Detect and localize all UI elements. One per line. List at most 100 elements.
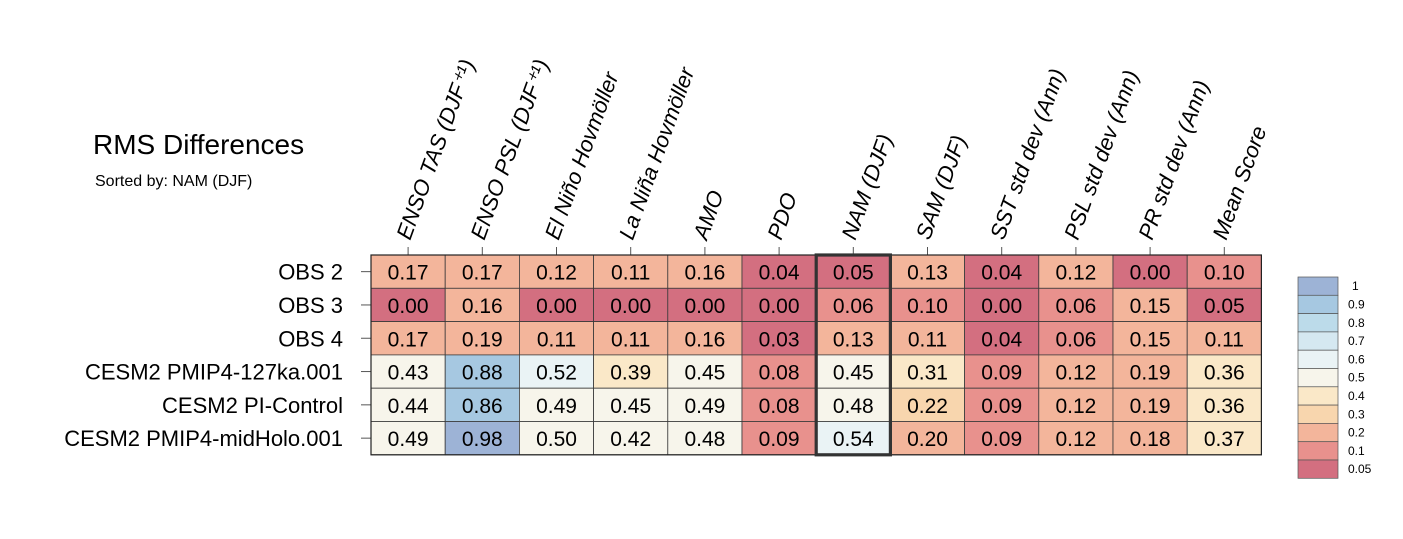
heatmap-cell [370, 387, 446, 422]
cell-value: 0.54 [833, 428, 874, 451]
legend-swatch [1297, 404, 1339, 424]
heatmap-cell [741, 387, 817, 422]
heatmap-cell [667, 354, 743, 389]
cell-value: 0.42 [610, 428, 651, 451]
heatmap-cell [1038, 287, 1114, 322]
cell-value: 0.11 [611, 262, 650, 285]
cell-value: 0.12 [536, 262, 577, 285]
color-legend: 1 0.9 0.8 0.7 0.6 0.5 0.4 0.3 0.2 0.1 0.05 [1297, 276, 1372, 479]
cell-value: 0.11 [1205, 328, 1244, 351]
cell-value: 0.09 [981, 362, 1022, 385]
heatmap-cell [890, 354, 966, 389]
heatmap-cell [815, 387, 891, 422]
heatmap-cell [1186, 387, 1262, 422]
column-label: La Niña Hovmöller [614, 63, 700, 243]
cell-value: 0.37 [1204, 428, 1245, 451]
row-label: CESM2 PMIP4-127ka.001 [85, 360, 343, 385]
cell-value: 0.45 [833, 362, 874, 385]
legend-swatch [1297, 349, 1339, 369]
row-labels: OBS 2 OBS 3 OBS 4 CESM2 PMIP4-127ka.001 CESM… [64, 260, 371, 451]
cell-value: 0.11 [611, 328, 650, 351]
cell-value: 0.20 [907, 428, 948, 451]
column-label: El Niño Hovmöller [540, 67, 624, 243]
cell-value: 0.00 [388, 295, 429, 318]
heatmap-cell [1112, 421, 1188, 456]
cell-value: 0.00 [981, 295, 1022, 318]
cell-value: 0.22 [907, 395, 948, 418]
heatmap-cells: 0.17 0.17 0.12 0.11 0.16 0.04 0.05 0.13 0.04 0.12… [370, 254, 1263, 456]
cell-value: 0.50 [536, 428, 577, 451]
cell-value: 0.10 [907, 295, 948, 318]
heatmap-cell [593, 254, 669, 289]
row-label: CESM2 PI-Control [162, 393, 343, 418]
cell-value: 0.11 [908, 328, 947, 351]
cell-value: 0.44 [388, 395, 429, 418]
cell-value: 0.49 [388, 428, 429, 451]
cell-value: 0.11 [537, 328, 576, 351]
heatmap-cell [964, 421, 1040, 456]
cell-value: 0.04 [981, 262, 1022, 285]
legend-label: 0.2 [1348, 426, 1365, 440]
cell-value: 0.05 [833, 262, 874, 285]
legend-swatch [1297, 276, 1339, 296]
cell-value: 0.36 [1204, 362, 1245, 385]
legend-label: 0.3 [1348, 407, 1365, 421]
heatmap-cell [815, 421, 891, 456]
cell-value: 0.12 [1055, 262, 1096, 285]
cell-value: 0.04 [759, 262, 800, 285]
cell-value: 0.36 [1204, 395, 1245, 418]
heatmap-cell [667, 421, 743, 456]
cell-value: 0.19 [1130, 362, 1171, 385]
cell-value: 0.12 [1055, 395, 1096, 418]
row-label: OBS 4 [278, 326, 343, 351]
column-label: PR std dev (Ann) [1133, 77, 1214, 243]
cell-value: 0.08 [759, 395, 800, 418]
cell-value: 0.08 [759, 362, 800, 385]
legend-label: 1 [1352, 279, 1359, 293]
cell-value: 0.17 [388, 262, 429, 285]
cell-value: 0.19 [462, 328, 503, 351]
cell-value: 0.03 [759, 328, 800, 351]
heatmap-cell [1038, 254, 1114, 289]
cell-value: 0.17 [388, 328, 429, 351]
heatmap-cell [519, 421, 595, 456]
heatmap-cell [1186, 421, 1262, 456]
cell-value: 0.98 [462, 428, 503, 451]
cell-value: 0.00 [1130, 262, 1171, 285]
legend-swatch [1297, 423, 1339, 443]
cell-value: 0.48 [684, 428, 725, 451]
legend-swatch [1297, 368, 1339, 388]
cell-value: 0.45 [610, 395, 651, 418]
heatmap-cell [1112, 321, 1188, 356]
column-label: SAM (DJF) [911, 132, 972, 243]
cell-value: 0.48 [833, 395, 874, 418]
legend-label: 0.5 [1348, 371, 1365, 385]
heatmap-cell [890, 421, 966, 456]
cell-value: 0.12 [1055, 362, 1096, 385]
heatmap-cell [890, 321, 966, 356]
column-label: PDO [762, 189, 802, 242]
row-label: OBS 2 [278, 260, 343, 285]
legend-label: 0.8 [1348, 316, 1365, 330]
cell-value: 0.17 [462, 262, 503, 285]
cell-value: 0.86 [462, 395, 503, 418]
heatmap-cell [1038, 321, 1114, 356]
heatmap-cell [815, 254, 891, 289]
heatmap-cell [890, 287, 966, 322]
cell-value: 0.19 [1130, 395, 1171, 418]
heatmap-cell [1186, 287, 1262, 322]
legend-swatch [1297, 313, 1339, 333]
legend-swatch [1297, 386, 1339, 406]
heatmap-cell [1112, 254, 1188, 289]
highlight-box [814, 253, 893, 457]
column-label: ENSO PSL (DJF⁺¹) [466, 56, 554, 243]
heatmap-cell [519, 354, 595, 389]
heatmap-cell [1038, 421, 1114, 456]
cell-value: 0.13 [833, 328, 874, 351]
cell-value: 0.00 [610, 295, 651, 318]
cell-value: 0.09 [759, 428, 800, 451]
cell-value: 0.49 [536, 395, 577, 418]
cell-value: 0.09 [981, 428, 1022, 451]
cell-value: 0.43 [388, 362, 429, 385]
